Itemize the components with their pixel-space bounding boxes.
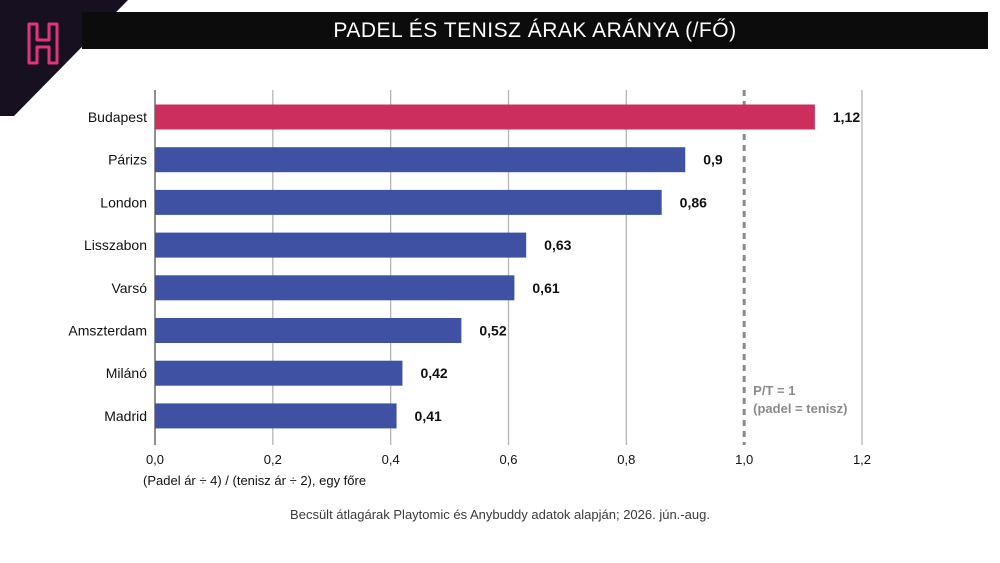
value-label: 0,9	[703, 152, 723, 168]
h-logo-icon	[27, 22, 59, 65]
x-tick-label: 0,2	[264, 452, 282, 467]
bar	[155, 275, 515, 301]
bar	[155, 360, 403, 386]
bar	[155, 232, 527, 258]
title-bar: PADEL ÉS TENISZ ÁRAK ARÁNYA (/FŐ)	[82, 12, 988, 49]
value-label: 0,52	[479, 323, 506, 339]
bar	[155, 318, 462, 343]
category-label: Madrid	[104, 408, 147, 424]
x-axis-label: (Padel ár ÷ 4) / (tenisz ár ÷ 2), egy fő…	[143, 473, 366, 488]
bar	[155, 104, 815, 130]
reference-line-label: P/T = 1	[753, 383, 795, 398]
reference-line-label: (padel = tenisz)	[753, 401, 847, 416]
chart-title: PADEL ÉS TENISZ ÁRAK ARÁNYA (/FŐ)	[333, 18, 737, 42]
x-tick-label: 0,0	[146, 452, 164, 467]
x-tick-label: 1,2	[853, 452, 871, 467]
value-label: 0,63	[544, 237, 571, 253]
category-label: Lisszabon	[84, 237, 147, 253]
bar	[155, 403, 397, 429]
category-label: Budapest	[88, 109, 147, 125]
bar	[155, 189, 662, 215]
x-tick-label: 0,8	[617, 452, 635, 467]
x-tick-label: 1,0	[735, 452, 753, 467]
category-label: Milánó	[106, 365, 147, 381]
source-footnote: Becsült átlagárak Playtomic és Anybuddy …	[290, 507, 710, 522]
value-label: 0,41	[415, 408, 442, 424]
value-label: 0,86	[680, 194, 707, 210]
category-label: Párizs	[108, 152, 147, 168]
value-label: 0,42	[420, 365, 447, 381]
category-label: Varsó	[111, 280, 147, 296]
bar	[155, 147, 686, 173]
x-tick-label: 0,4	[382, 452, 400, 467]
x-tick-label: 0,6	[499, 452, 517, 467]
category-label: London	[100, 194, 147, 210]
value-label: 0,61	[532, 280, 559, 296]
value-label: 1,12	[833, 109, 860, 125]
category-label: Amszterdam	[68, 323, 147, 339]
